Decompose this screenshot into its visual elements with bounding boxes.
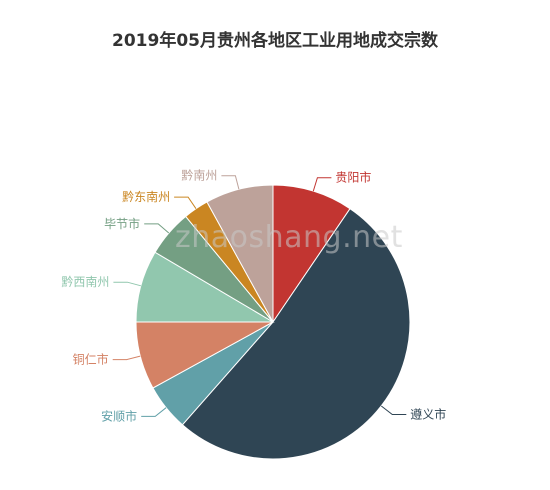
leader-line-6 bbox=[174, 196, 197, 209]
slice-label-2: 安顺市 bbox=[101, 408, 137, 423]
leader-line-7 bbox=[221, 175, 240, 190]
leader-line-2 bbox=[141, 407, 167, 417]
slice-label-4: 黔西南州 bbox=[61, 274, 109, 289]
slice-label-0: 贵阳市 bbox=[335, 170, 371, 185]
pie-slice-7[interactable] bbox=[206, 184, 274, 323]
slice-label-3: 铜仁市 bbox=[73, 352, 109, 367]
leader-line-3 bbox=[112, 355, 141, 361]
slice-label-1: 遵义市 bbox=[410, 407, 446, 422]
leader-line-0 bbox=[312, 177, 332, 192]
leader-line-5 bbox=[144, 223, 170, 234]
slice-label-7: 黔南州 bbox=[181, 168, 217, 183]
leader-line-4 bbox=[113, 281, 142, 287]
slice-label-5: 毕节市 bbox=[104, 216, 140, 231]
pie-slice-1[interactable] bbox=[181, 207, 411, 460]
pie-slice-0[interactable] bbox=[272, 184, 351, 324]
slice-label-6: 黔东南州 bbox=[122, 189, 170, 204]
leader-line-1 bbox=[380, 405, 407, 415]
chart-title: 2019年05月贵州各地区工业用地成交宗数 bbox=[112, 31, 438, 51]
